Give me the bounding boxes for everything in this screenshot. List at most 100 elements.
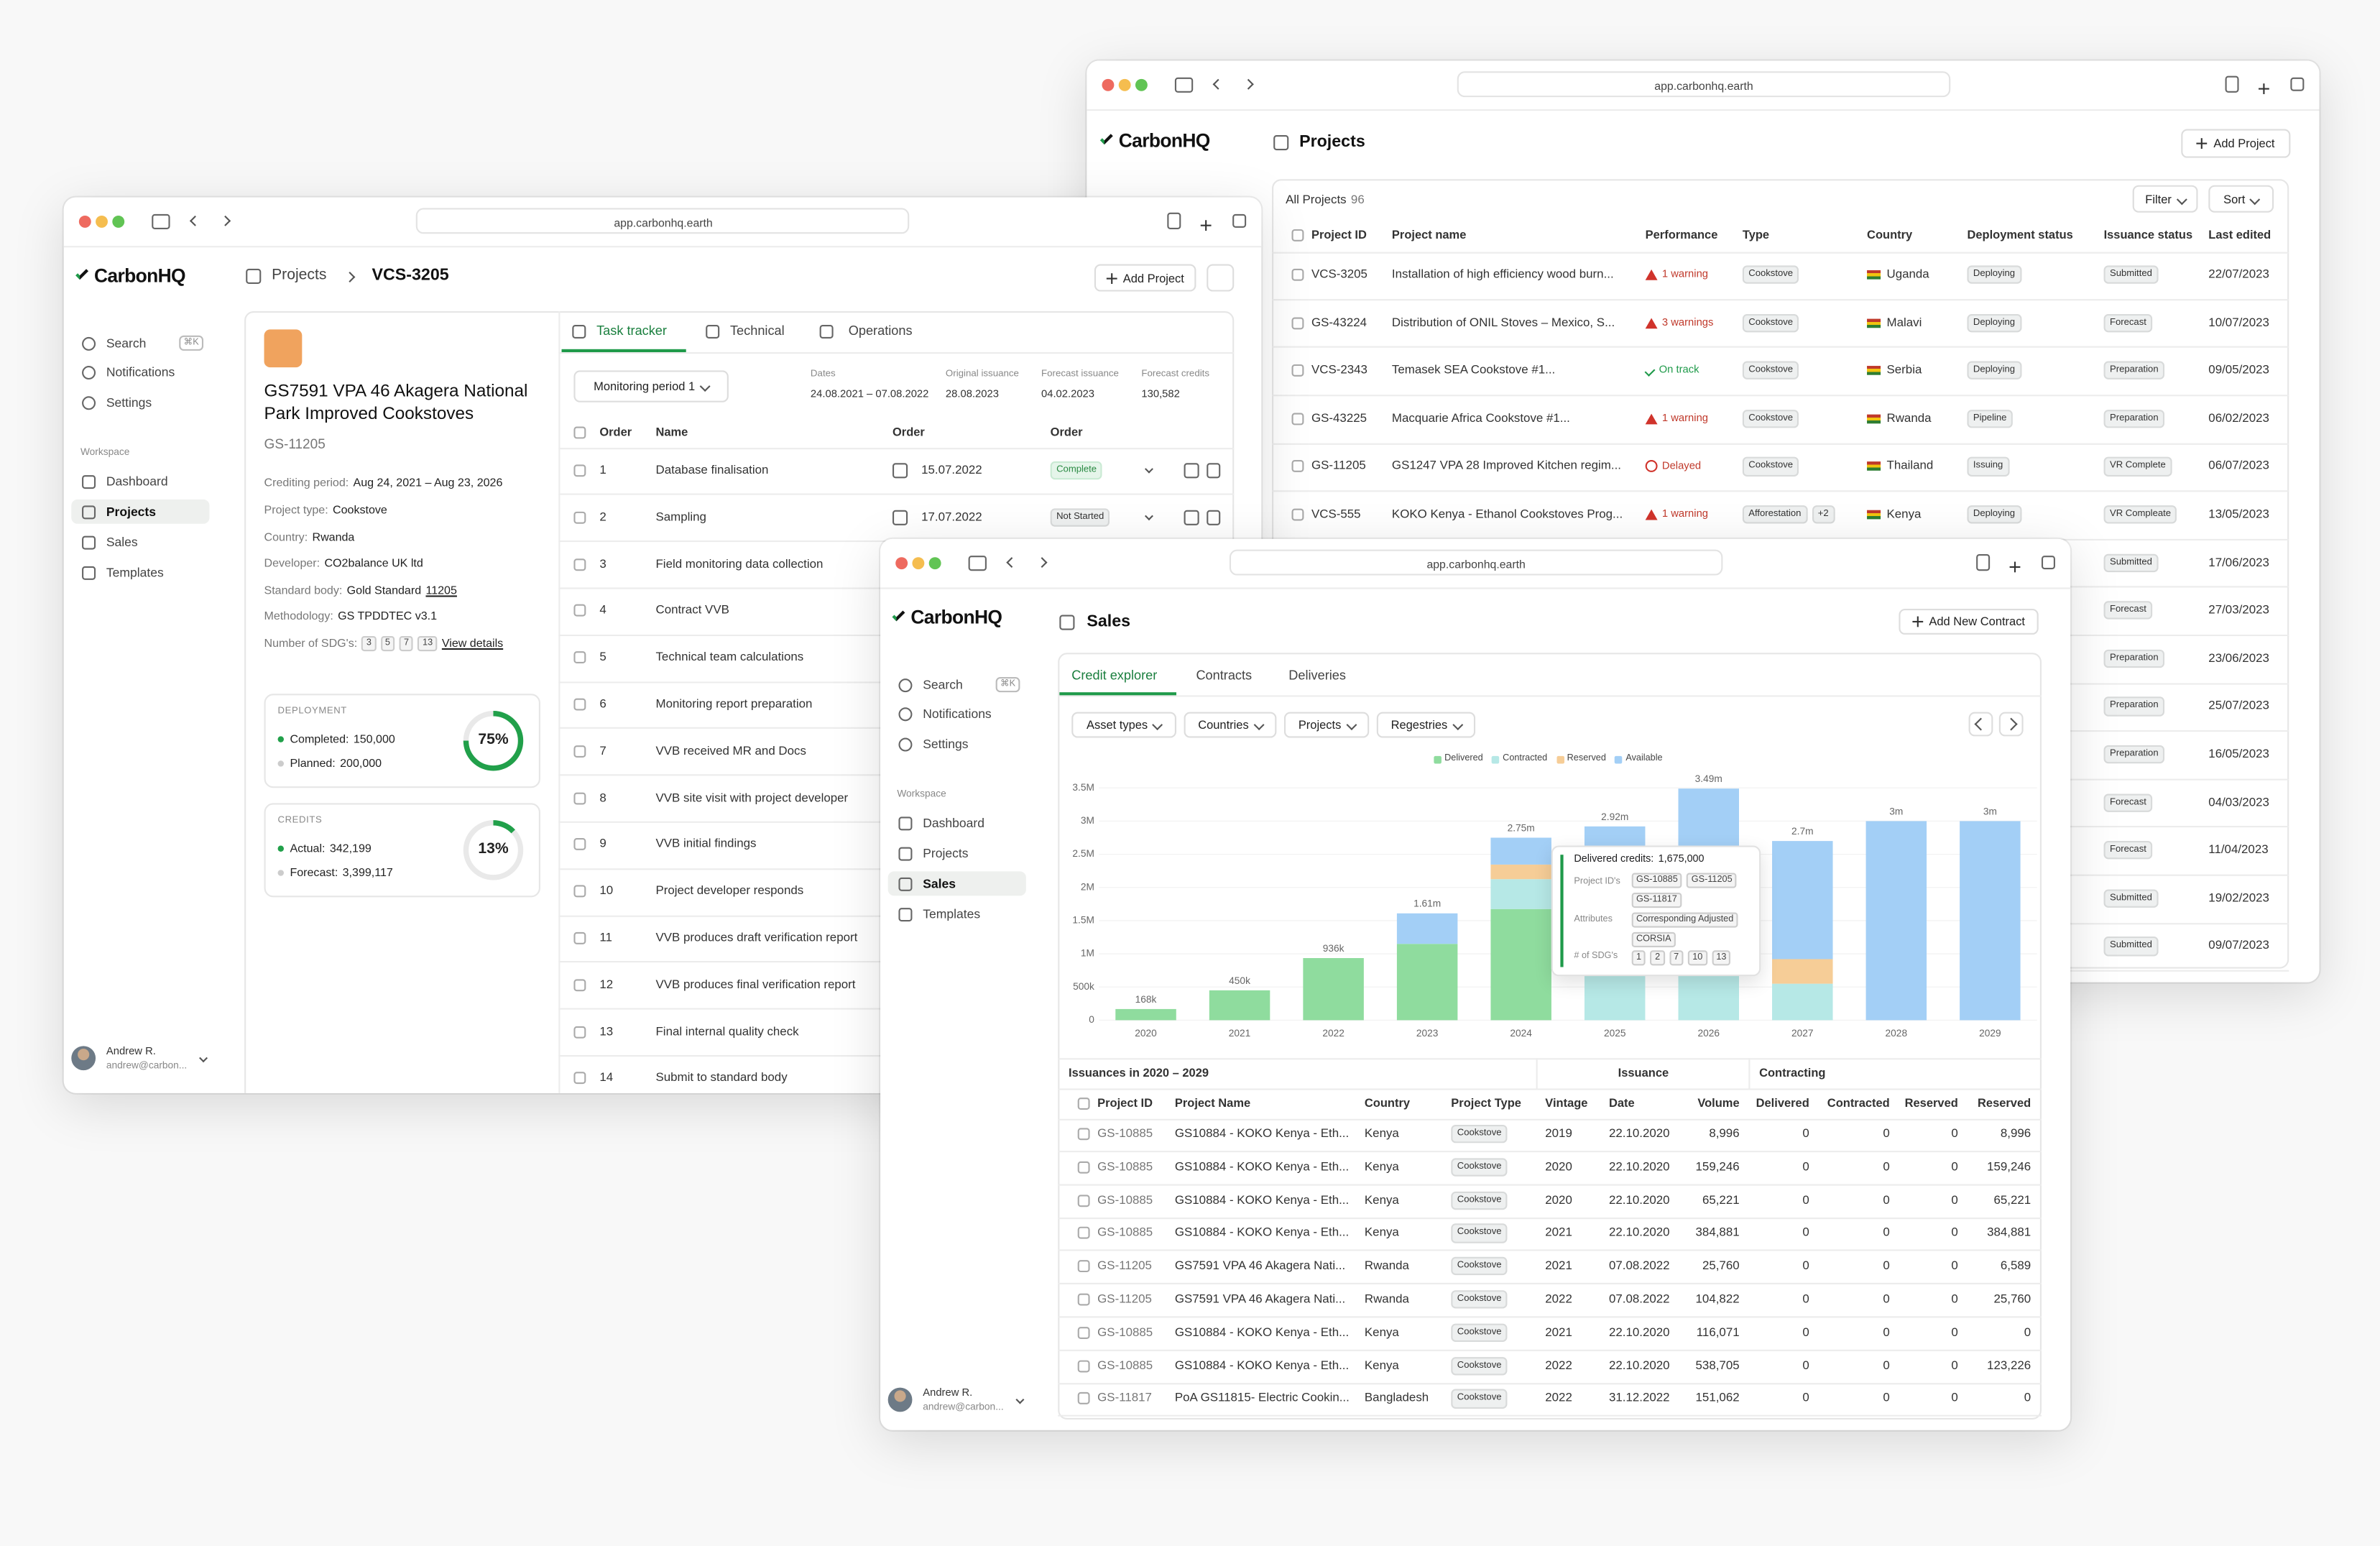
- tabs-button[interactable]: [2041, 556, 2055, 570]
- checkbox[interactable]: [573, 838, 586, 851]
- task-status[interactable]: Not Started: [1050, 507, 1110, 527]
- checkbox[interactable]: [573, 426, 586, 439]
- nav-item[interactable]: Dashboard: [106, 473, 168, 489]
- share-button[interactable]: [1167, 212, 1181, 229]
- share-button[interactable]: [2225, 75, 2239, 93]
- address-bar[interactable]: app.carbonhq.earth: [1228, 549, 1722, 576]
- project-name[interactable]: Macquarie Africa Cookstove #1...: [1391, 410, 1570, 425]
- checkbox[interactable]: [573, 464, 586, 477]
- period-dropdown[interactable]: Monitoring period 1: [573, 370, 729, 402]
- tab[interactable]: Task tracker: [596, 323, 667, 339]
- link[interactable]: View details: [441, 636, 504, 650]
- checkbox[interactable]: [1291, 508, 1304, 521]
- window-control[interactable]: [1102, 78, 1115, 91]
- checkbox[interactable]: [1077, 1293, 1090, 1306]
- checkbox[interactable]: [573, 604, 586, 617]
- checkbox[interactable]: [1077, 1392, 1090, 1405]
- dropdown[interactable]: Sort: [2208, 185, 2274, 213]
- forward-button[interactable]: [220, 215, 231, 226]
- task-name[interactable]: Field monitoring data collection: [655, 556, 824, 571]
- project-name[interactable]: KOKO Kenya - Ethanol Cookstoves Prog...: [1391, 507, 1623, 521]
- project-id[interactable]: GS-43224: [1311, 315, 1367, 329]
- task-name[interactable]: Submit to standard body: [655, 1070, 788, 1085]
- checkbox[interactable]: [1077, 1227, 1090, 1240]
- task-name[interactable]: Database finalisation: [655, 463, 769, 477]
- tab[interactable]: Credit explorer: [1071, 667, 1158, 683]
- tab[interactable]: Technical: [729, 323, 785, 339]
- checkbox[interactable]: [1077, 1194, 1090, 1207]
- tab[interactable]: Contracts: [1196, 667, 1253, 683]
- delete-button[interactable]: [1207, 510, 1221, 525]
- forward-button[interactable]: [1242, 78, 1254, 90]
- checkbox[interactable]: [1291, 364, 1304, 377]
- window-control[interactable]: [912, 557, 925, 570]
- nav-item[interactable]: Projects: [923, 845, 969, 861]
- project-name[interactable]: Distribution of ONIL Stoves – Mexico, S.…: [1391, 315, 1615, 329]
- edit-button[interactable]: [1184, 463, 1199, 479]
- nav-item[interactable]: Projects: [106, 503, 157, 520]
- add-project-button[interactable]: Add Project: [1094, 264, 1196, 292]
- window-control[interactable]: [112, 215, 125, 228]
- project-name[interactable]: Installation of high efficiency wood bur…: [1391, 267, 1614, 281]
- delete-button[interactable]: [1207, 463, 1221, 479]
- checkbox[interactable]: [1291, 413, 1304, 425]
- project-id[interactable]: GS-43225: [1311, 410, 1367, 425]
- checkbox[interactable]: [1077, 1260, 1090, 1273]
- task-name[interactable]: VVB produces draft verification report: [655, 930, 858, 944]
- task-name[interactable]: VVB initial findings: [655, 837, 757, 851]
- window-control[interactable]: [78, 215, 91, 228]
- checkbox[interactable]: [1077, 1128, 1090, 1141]
- new-tab-button[interactable]: [2259, 83, 2272, 97]
- checkbox[interactable]: [573, 745, 586, 758]
- nav-item[interactable]: Templates: [923, 906, 981, 921]
- filter-dropdown[interactable]: Regestries: [1376, 712, 1476, 738]
- checkbox[interactable]: [573, 558, 586, 571]
- window-control[interactable]: [895, 557, 908, 570]
- project-id[interactable]: VCS-2343: [1311, 363, 1367, 377]
- new-tab-button[interactable]: [1200, 220, 1214, 234]
- tabs-button[interactable]: [1232, 213, 1247, 228]
- checkbox[interactable]: [573, 931, 586, 944]
- checkbox[interactable]: [1077, 1326, 1090, 1339]
- link[interactable]: 11205: [425, 583, 457, 597]
- search[interactable]: Search: [106, 335, 147, 351]
- task-status[interactable]: Complete: [1050, 461, 1103, 480]
- nav-item[interactable]: Notifications: [923, 705, 992, 722]
- address-bar[interactable]: app.carbonhq.earth: [1456, 71, 1950, 98]
- previous-button[interactable]: [1968, 712, 1993, 737]
- breadcrumb[interactable]: Projects: [272, 267, 327, 284]
- back-button[interactable]: [1212, 78, 1224, 90]
- checkbox[interactable]: [573, 698, 586, 711]
- checkbox[interactable]: [1077, 1161, 1090, 1174]
- sidebar-toggle[interactable]: [1174, 77, 1194, 93]
- sidebar-toggle[interactable]: [968, 556, 987, 571]
- address-bar[interactable]: app.carbonhq.earth: [415, 208, 910, 234]
- dropdown[interactable]: Filter: [2132, 185, 2198, 213]
- sidebar-toggle[interactable]: [152, 213, 170, 229]
- filter-dropdown[interactable]: Asset types: [1071, 712, 1176, 738]
- tab[interactable]: Deliveries: [1288, 667, 1346, 683]
- project-id[interactable]: VCS-555: [1311, 507, 1361, 521]
- checkbox[interactable]: [573, 791, 586, 804]
- checkbox[interactable]: [573, 1072, 586, 1085]
- task-name[interactable]: Contract VVB: [655, 603, 729, 617]
- project-name[interactable]: Temasek SEA Cookstove #1...: [1391, 363, 1556, 377]
- checkbox[interactable]: [1291, 268, 1304, 281]
- window-control[interactable]: [1118, 78, 1131, 91]
- share-button[interactable]: [1976, 553, 1991, 571]
- project-id[interactable]: VCS-3205: [1311, 267, 1367, 281]
- nav-item[interactable]: Dashboard: [923, 814, 984, 831]
- add-project-button[interactable]: Add Project: [2181, 129, 2291, 158]
- user-menu[interactable]: [199, 1054, 208, 1063]
- nav-item[interactable]: Sales: [923, 875, 956, 891]
- filter-dropdown[interactable]: Countries: [1184, 712, 1277, 738]
- nav-item[interactable]: Sales: [106, 534, 138, 550]
- task-name[interactable]: Technical team calculations: [655, 650, 804, 664]
- filter-dropdown[interactable]: Projects: [1283, 712, 1370, 738]
- checkbox[interactable]: [1291, 229, 1304, 241]
- checkbox[interactable]: [1077, 1359, 1090, 1372]
- window-control[interactable]: [928, 557, 941, 570]
- checkbox[interactable]: [1291, 460, 1304, 473]
- tab[interactable]: Operations: [848, 323, 913, 339]
- task-name[interactable]: VVB site visit with project developer: [655, 790, 849, 804]
